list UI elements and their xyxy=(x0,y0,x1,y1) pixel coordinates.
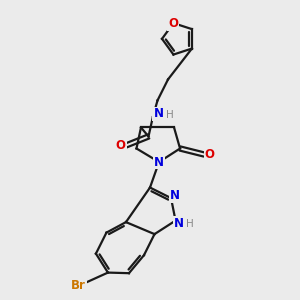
Text: O: O xyxy=(205,148,214,161)
Text: N: N xyxy=(169,189,180,202)
Text: N: N xyxy=(154,155,164,169)
Text: O: O xyxy=(116,139,126,152)
Text: N: N xyxy=(174,217,184,230)
Text: O: O xyxy=(168,16,178,30)
Text: Br: Br xyxy=(71,279,86,292)
Text: H: H xyxy=(166,110,173,120)
Text: H: H xyxy=(186,219,194,229)
Text: N: N xyxy=(153,107,164,120)
